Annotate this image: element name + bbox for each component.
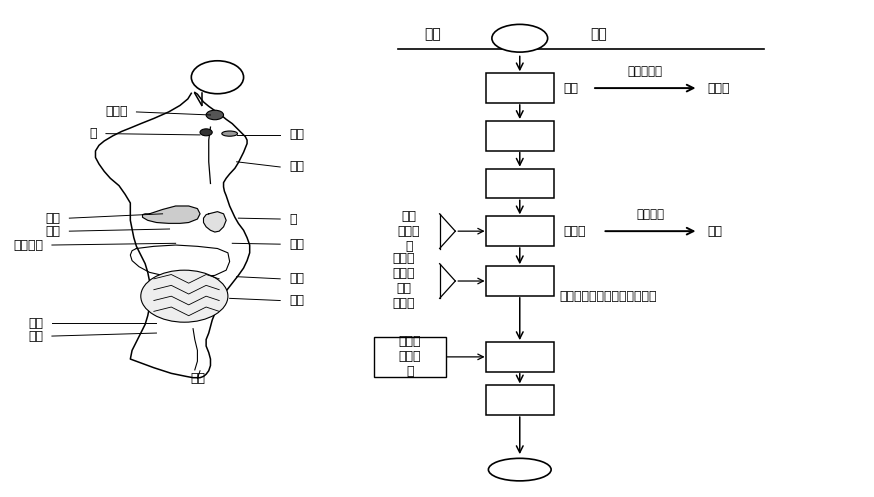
Text: 肛门: 肛门 [511,393,528,407]
FancyBboxPatch shape [486,386,554,415]
FancyBboxPatch shape [486,216,554,246]
Ellipse shape [141,270,228,322]
Text: 口腔: 口腔 [289,128,304,142]
Text: 大肠: 大肠 [511,350,528,364]
FancyBboxPatch shape [374,337,446,377]
Text: 多肽: 多肽 [707,225,722,238]
Text: 小肠: 小肠 [289,294,304,307]
Text: 大肠: 大肠 [289,272,304,285]
Ellipse shape [206,110,224,120]
Text: 胃蛋白酶: 胃蛋白酶 [636,208,664,221]
Text: 淀粉: 淀粉 [564,82,579,94]
Ellipse shape [191,61,244,94]
Text: 消化: 消化 [590,27,607,41]
Polygon shape [142,206,200,223]
Text: 肝脏: 肝脏 [45,212,60,225]
Text: 粪便: 粪便 [511,463,528,477]
Text: 胰腺: 胰腺 [289,238,304,250]
Text: 麦芽糖: 麦芽糖 [707,82,730,94]
Text: 葡萄糖
氨基酸
甘油
脂肪酸: 葡萄糖 氨基酸 甘油 脂肪酸 [392,252,415,310]
Text: 口腔: 口腔 [511,81,528,95]
Text: 小肠: 小肠 [511,274,528,288]
Text: 食道: 食道 [511,176,528,190]
Text: （肠液、胆液、胆汁、脂肪）: （肠液、胆液、胆汁、脂肪） [559,290,656,303]
Text: 盲肠: 盲肠 [28,317,43,330]
Text: 酒精
无机盐
水: 酒精 无机盐 水 [398,210,420,252]
Text: 蛋白质: 蛋白质 [564,225,586,238]
Text: 胃: 胃 [289,213,296,226]
Ellipse shape [222,131,238,136]
Text: 十二指肠: 十二指肠 [13,239,43,251]
FancyBboxPatch shape [486,121,554,151]
Text: 食道: 食道 [289,161,304,173]
Text: 阑尾: 阑尾 [28,330,43,342]
Text: 唾液腺: 唾液腺 [105,105,128,118]
FancyBboxPatch shape [486,168,554,198]
FancyBboxPatch shape [486,266,554,296]
FancyBboxPatch shape [486,342,554,372]
Text: 咽: 咽 [90,127,97,140]
Polygon shape [204,212,226,232]
Text: 食物: 食物 [511,31,528,45]
Text: 咽: 咽 [516,129,524,143]
Text: 维生素
无机盐
水: 维生素 无机盐 水 [399,335,421,378]
Ellipse shape [200,129,212,136]
Text: 胃: 胃 [516,224,524,238]
Text: 吸收: 吸收 [424,27,441,41]
Text: 肛门: 肛门 [190,372,205,385]
FancyBboxPatch shape [486,74,554,103]
Circle shape [492,24,548,52]
Text: 唾液淀粉酶: 唾液淀粉酶 [628,65,662,78]
Text: 胆囊: 胆囊 [45,225,60,238]
Ellipse shape [489,458,551,481]
